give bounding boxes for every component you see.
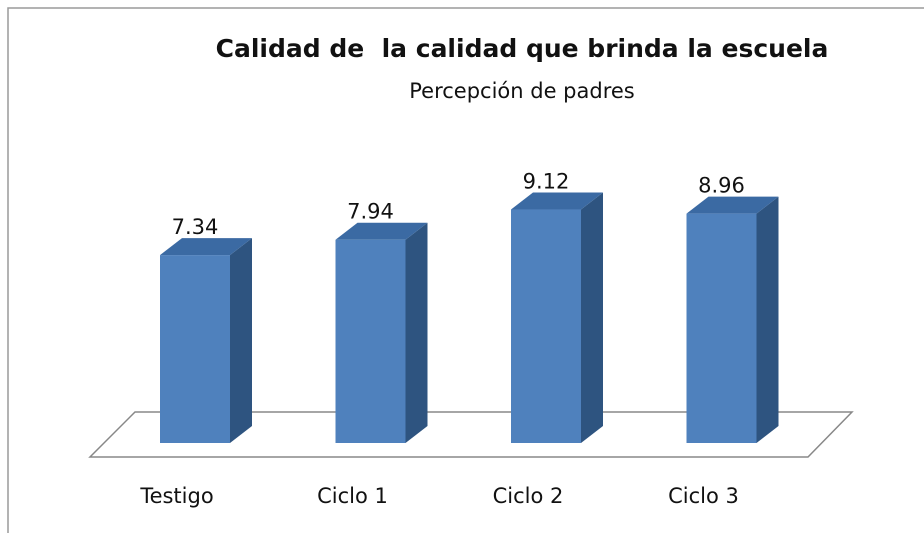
bar-top — [160, 238, 252, 256]
value-label: 8.96 — [698, 174, 745, 198]
chart-subtitle: Percepción de padres — [409, 79, 635, 103]
chart-title: Calidad de la calidad que brinda la escu… — [216, 34, 829, 63]
x-tick-label: Ciclo 2 — [493, 484, 564, 508]
bar-side — [581, 192, 603, 443]
value-label: 9.12 — [523, 170, 570, 194]
x-tick-label: Ciclo 3 — [668, 484, 739, 508]
bar-top — [686, 196, 779, 214]
bar-side — [756, 196, 779, 443]
bar-side — [405, 222, 428, 443]
x-tick-label: Testigo — [139, 484, 213, 508]
bar — [511, 209, 581, 443]
bar-side — [230, 238, 252, 443]
bar — [160, 255, 230, 443]
x-tick-label: Ciclo 1 — [317, 484, 388, 508]
bar-top — [511, 192, 603, 210]
bar-top — [335, 222, 428, 240]
value-label: 7.94 — [347, 200, 394, 224]
value-label: 7.34 — [172, 215, 219, 239]
floor — [88, 411, 854, 458]
bar — [335, 239, 406, 443]
bar — [686, 213, 757, 443]
